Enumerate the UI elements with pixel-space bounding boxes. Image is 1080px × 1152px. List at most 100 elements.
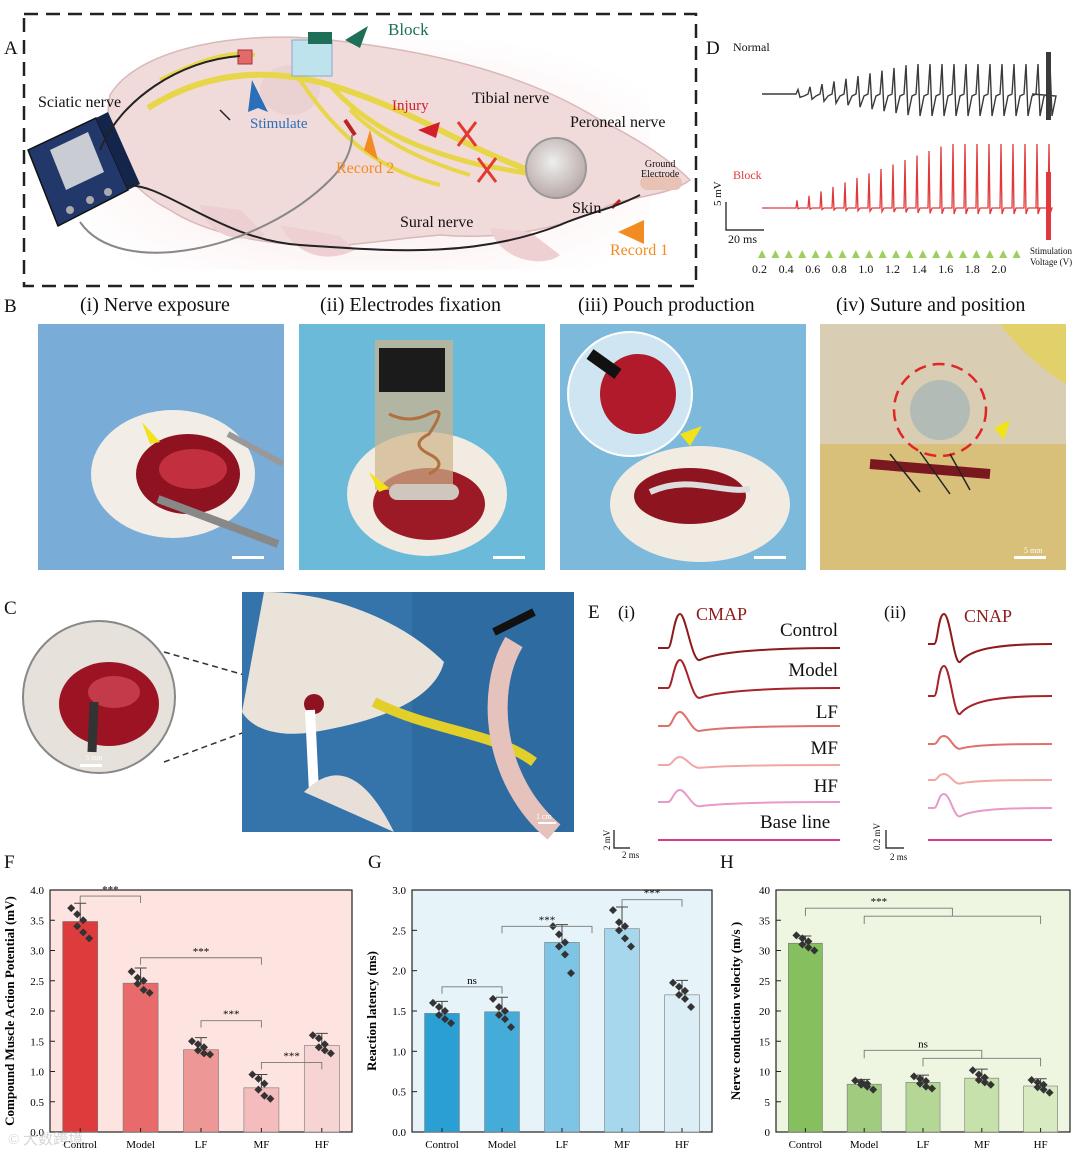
- stimulus-triangle: [985, 250, 994, 258]
- data-point: [1027, 1075, 1036, 1084]
- data-point: [501, 1015, 509, 1024]
- e-row-mf: MF: [810, 738, 838, 759]
- data-point: [254, 1085, 263, 1094]
- cnap-trace: [928, 664, 1053, 716]
- data-point: [260, 1079, 269, 1088]
- data-point: [1039, 1085, 1048, 1094]
- label-d-scale-v: 5 mV: [712, 181, 724, 206]
- label-e-ii: (ii): [884, 602, 906, 622]
- significance-bracket: [140, 957, 262, 965]
- photo-electrodes-fixation: [299, 324, 545, 570]
- significance-bracket: [863, 1049, 1042, 1067]
- rat-hind-leg: [280, 225, 355, 257]
- data-point: [320, 1040, 329, 1049]
- label-voltage-unit: Voltage (V): [1030, 257, 1073, 267]
- data-point: [675, 990, 683, 999]
- bar: [664, 994, 700, 1133]
- significance-bracket: [200, 1020, 262, 1028]
- data-point: [681, 986, 689, 995]
- data-point: [435, 1011, 443, 1020]
- panel-e-traces: [613, 612, 1053, 849]
- record1-arrow-icon: [618, 220, 644, 244]
- data-point: [200, 1049, 208, 1058]
- x-tick-label: Control: [425, 1139, 459, 1151]
- data-point: [851, 1076, 860, 1085]
- data-point: [139, 976, 148, 985]
- y-tick-label: 4.0: [30, 885, 44, 897]
- data-point: [804, 943, 813, 952]
- stimulus-triangle: [905, 250, 914, 258]
- data-point: [863, 1082, 872, 1091]
- data-point: [133, 979, 142, 988]
- y-tick-label: 0: [765, 1127, 771, 1139]
- label-peroneal-nerve: Peroneal nerve: [570, 114, 666, 131]
- data-point: [326, 1049, 335, 1058]
- data-point: [615, 918, 623, 927]
- y-tick-label: 2.5: [30, 976, 44, 988]
- e-ii-scale-t: 2 ms: [890, 852, 908, 862]
- y-tick-label: 30: [759, 946, 771, 958]
- label-electrode: Electrode: [641, 169, 680, 180]
- watermark: © 大数跨境: [8, 1132, 84, 1148]
- stimulus-triangle: [771, 250, 780, 258]
- panel-c-photos: [22, 592, 574, 840]
- y-tick-label: 35: [759, 915, 771, 927]
- data-point: [798, 940, 807, 949]
- block-tape: [291, 39, 333, 77]
- label-ground-electrode: Ground Electrode: [641, 160, 679, 180]
- data-point: [980, 1078, 989, 1087]
- x-tick-label: LF: [917, 1139, 930, 1151]
- data-point: [810, 946, 819, 955]
- data-point: [489, 994, 497, 1003]
- data-point: [627, 942, 635, 951]
- bar: [964, 1077, 1000, 1133]
- e-row-model: Model: [788, 660, 838, 681]
- data-point: [675, 982, 683, 991]
- y-tick-label: 20: [759, 1006, 771, 1018]
- y-tick-label: 1.5: [30, 1036, 44, 1048]
- injury-arrow-icon: [418, 122, 440, 138]
- stimulus-triangle: [1012, 250, 1021, 258]
- voltage-tick-label: 1.8: [964, 262, 980, 276]
- data-point: [314, 1034, 323, 1043]
- arrow-icon: [369, 472, 389, 492]
- arrow-icon: [142, 422, 160, 444]
- data-point: [447, 1019, 455, 1028]
- panel-label-g: G: [368, 852, 382, 873]
- data-point: [133, 973, 142, 982]
- bar: [303, 1045, 340, 1133]
- data-point: [139, 985, 148, 994]
- photo-suture-position: [820, 324, 1066, 570]
- x-tick-label: MF: [614, 1139, 630, 1151]
- normal-trace: [762, 63, 1057, 117]
- bar-charts: 0.0 0.5 1.0 1.5 2.0 2.5 3.0 3.5 4.0 Compound Musc…: [2, 884, 1071, 1151]
- cmap-trace: [658, 710, 841, 732]
- data-point: [495, 1011, 503, 1020]
- y-tick-label: 15: [759, 1036, 771, 1048]
- cmap-trace: [658, 658, 841, 699]
- voltage-tick-label: 1.6: [938, 262, 954, 276]
- data-point: [501, 1007, 509, 1015]
- y-tick-label: 3.5: [30, 915, 44, 927]
- stimulus-triangle: [851, 250, 860, 258]
- y-tick-label: 0.5: [30, 1097, 44, 1109]
- bar: [604, 928, 640, 1133]
- label-record-2: Record 2: [336, 160, 395, 177]
- data-point: [968, 1066, 977, 1075]
- stimulate-electrode: [237, 49, 253, 65]
- e-row-hf: HF: [813, 776, 838, 797]
- significance-bracket: [441, 986, 503, 994]
- data-point: [910, 1072, 918, 1081]
- label-block: Block: [388, 20, 429, 39]
- significance-bracket: [621, 899, 683, 907]
- significance-label: ***: [223, 1009, 240, 1021]
- bar: [846, 1083, 882, 1133]
- y-tick-label: 2.0: [30, 1006, 44, 1018]
- injury-mark-2: [476, 157, 498, 183]
- cnap-trace: [928, 792, 1053, 818]
- bar: [484, 1011, 520, 1133]
- panel-label-c: C: [4, 598, 17, 619]
- data-point: [974, 1070, 983, 1079]
- label-stimulation: Stimulation: [1030, 246, 1073, 256]
- label-cmap: CMAP: [696, 604, 748, 624]
